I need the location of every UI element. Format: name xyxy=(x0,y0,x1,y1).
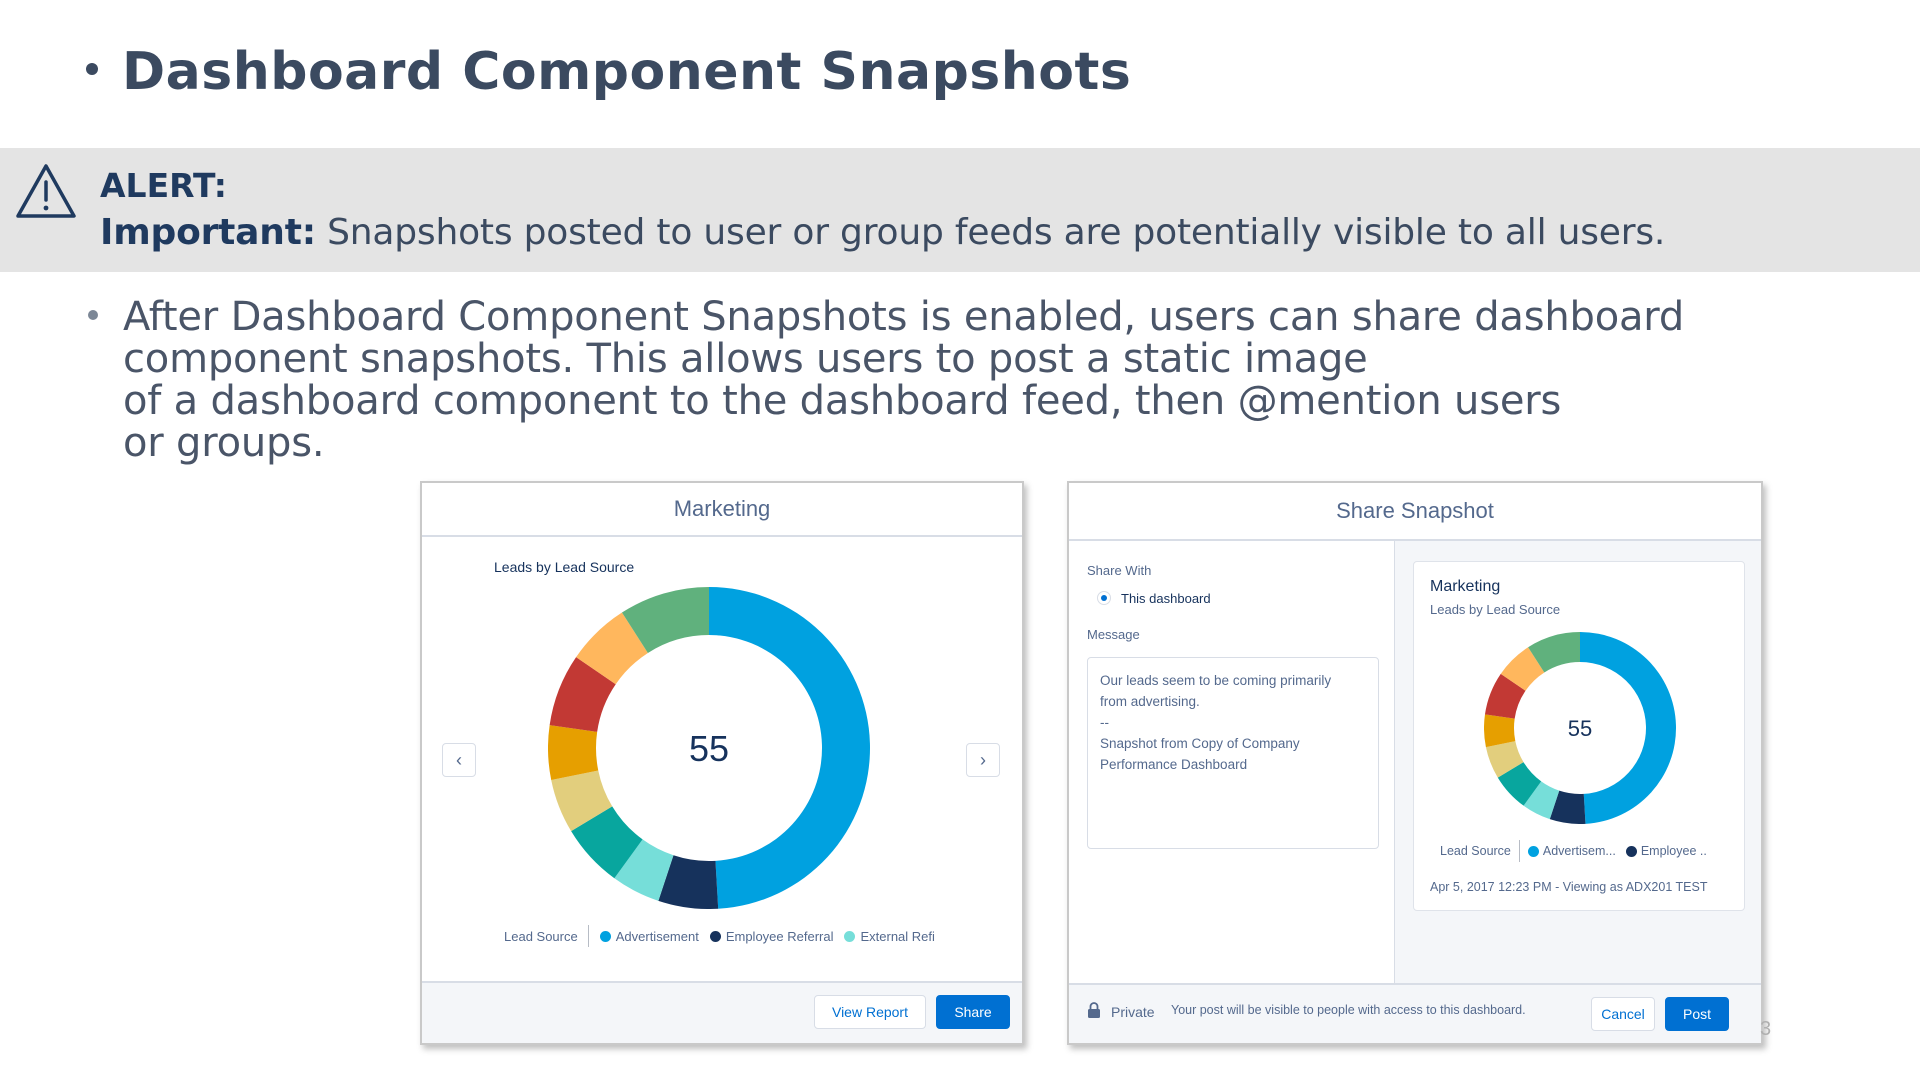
share-dialog-footer: Private Your post will be visible to peo… xyxy=(1069,983,1761,1043)
donut-slice xyxy=(551,770,613,832)
donut-slice xyxy=(1500,647,1545,691)
view-report-button[interactable]: View Report xyxy=(814,995,926,1029)
slide-title: Dashboard Component Snapshots xyxy=(86,42,1131,102)
leads-donut-chart: 55 xyxy=(548,587,870,909)
post-button[interactable]: Post xyxy=(1665,997,1729,1031)
previous-component-button[interactable]: ‹ xyxy=(442,743,476,777)
legend-divider xyxy=(587,925,589,947)
donut-slice xyxy=(1549,790,1586,824)
alert-label: ALERT: xyxy=(100,166,227,205)
alert-message-text: Snapshots posted to user or group feeds … xyxy=(315,212,1666,253)
legend-title: Lead Source xyxy=(504,928,578,944)
message-line: Snapshot from Copy of Company xyxy=(1100,736,1300,751)
share-snapshot-dialog: Share Snapshot Share With This dashboard… xyxy=(1067,481,1763,1045)
donut-slice xyxy=(1523,781,1560,820)
legend-swatch xyxy=(1625,845,1637,857)
preview-legend-title: Lead Source xyxy=(1440,844,1511,858)
donut-slice xyxy=(549,657,616,732)
donut-slice xyxy=(1484,714,1516,748)
donut-slice xyxy=(1528,632,1580,673)
donut-center-value: 55 xyxy=(689,728,729,769)
next-component-button[interactable]: › xyxy=(966,743,1000,777)
marketing-card-footer: View Report Share xyxy=(422,981,1022,1043)
legend-swatch xyxy=(709,930,721,942)
visibility-note: Your post will be visible to people with… xyxy=(1171,1003,1526,1017)
share-with-label: Share With xyxy=(1087,563,1152,578)
body-line: component snapshots. This allows users t… xyxy=(123,336,1368,382)
this-dashboard-radio[interactable] xyxy=(1097,591,1111,605)
chart-legend: Lead Source Advertisement Employee Refer… xyxy=(504,925,943,947)
message-line: Our leads seem to be coming primarily xyxy=(1100,673,1332,688)
body-bullet: After Dashboard Component Snapshots is e… xyxy=(86,294,1685,466)
share-button[interactable]: Share xyxy=(936,995,1010,1029)
page-number: 3 xyxy=(1760,1018,1772,1040)
marketing-dashboard-card: Marketing Leads by Lead Source ‹ › 55 Le… xyxy=(420,481,1024,1045)
legend-item: Advertisem... xyxy=(1542,844,1616,858)
share-snapshot-title: Share Snapshot xyxy=(1069,483,1761,541)
donut-slice xyxy=(1497,762,1542,806)
title-bullet xyxy=(86,63,98,75)
donut-slice xyxy=(621,587,709,653)
donut-slice xyxy=(658,855,719,909)
legend-item: Advertisement xyxy=(615,928,699,944)
donut-slice xyxy=(1485,741,1524,778)
donut-slice xyxy=(1580,632,1676,824)
alert-banner: ALERT: Important: Snapshots posted to us… xyxy=(0,148,1920,272)
donut-slice xyxy=(1484,673,1526,719)
donut-slice xyxy=(709,587,870,909)
legend-swatch xyxy=(844,930,856,942)
donut-slice xyxy=(548,725,599,780)
this-dashboard-label[interactable]: This dashboard xyxy=(1121,591,1211,606)
alert-important-label: Important: xyxy=(100,212,316,253)
chevron-right-icon: › xyxy=(980,750,986,770)
message-line: from advertising. xyxy=(1100,694,1200,709)
legend-item: External Refi xyxy=(860,928,935,944)
message-label: Message xyxy=(1087,627,1140,642)
preview-donut-chart: 55 xyxy=(1484,632,1676,824)
legend-swatch xyxy=(599,930,611,942)
legend-swatch xyxy=(1527,845,1539,857)
preview-title: Marketing xyxy=(1430,578,1501,595)
share-form-pane: Share With This dashboard Message Our le… xyxy=(1069,541,1395,985)
lock-icon xyxy=(1088,1002,1100,1018)
donut-slice xyxy=(614,839,674,901)
chart-title: Leads by Lead Source xyxy=(494,559,635,575)
body-line: or groups. xyxy=(123,420,325,466)
donut-slice xyxy=(576,612,648,685)
donut-slice xyxy=(571,806,643,879)
warning-triangle-icon xyxy=(16,164,76,218)
preview-timestamp: Apr 5, 2017 12:23 PM - Viewing as ADX201… xyxy=(1430,880,1708,894)
body-bullet-dot xyxy=(88,310,98,320)
preview-legend: Lead Source Advertisem... Employee .. xyxy=(1440,840,1715,862)
preview-subtitle: Leads by Lead Source xyxy=(1430,602,1561,617)
private-label: Private xyxy=(1111,1004,1155,1020)
message-line: Performance Dashboard xyxy=(1100,757,1248,772)
alert-message: Important: Snapshots posted to user or g… xyxy=(100,212,1665,253)
donut-center-value: 55 xyxy=(1568,716,1592,741)
slide-title-text: Dashboard Component Snapshots xyxy=(122,42,1132,102)
body-line: After Dashboard Component Snapshots is e… xyxy=(123,294,1685,340)
body-line: of a dashboard component to the dashboar… xyxy=(123,378,1562,424)
message-textarea[interactable]: Our leads seem to be coming primarily fr… xyxy=(1087,657,1379,849)
legend-item: Employee .. xyxy=(1640,844,1707,858)
marketing-card-title: Marketing xyxy=(422,483,1022,537)
message-line: -- xyxy=(1100,715,1109,730)
legend-divider xyxy=(1518,840,1520,862)
snapshot-preview-pane: Marketing Leads by Lead Source 55 Lead S… xyxy=(1395,541,1761,985)
snapshot-preview: Marketing Leads by Lead Source 55 Lead S… xyxy=(1413,561,1745,911)
legend-item: Employee Referral xyxy=(725,928,834,944)
cancel-button[interactable]: Cancel xyxy=(1591,997,1655,1031)
chevron-left-icon: ‹ xyxy=(456,750,462,770)
